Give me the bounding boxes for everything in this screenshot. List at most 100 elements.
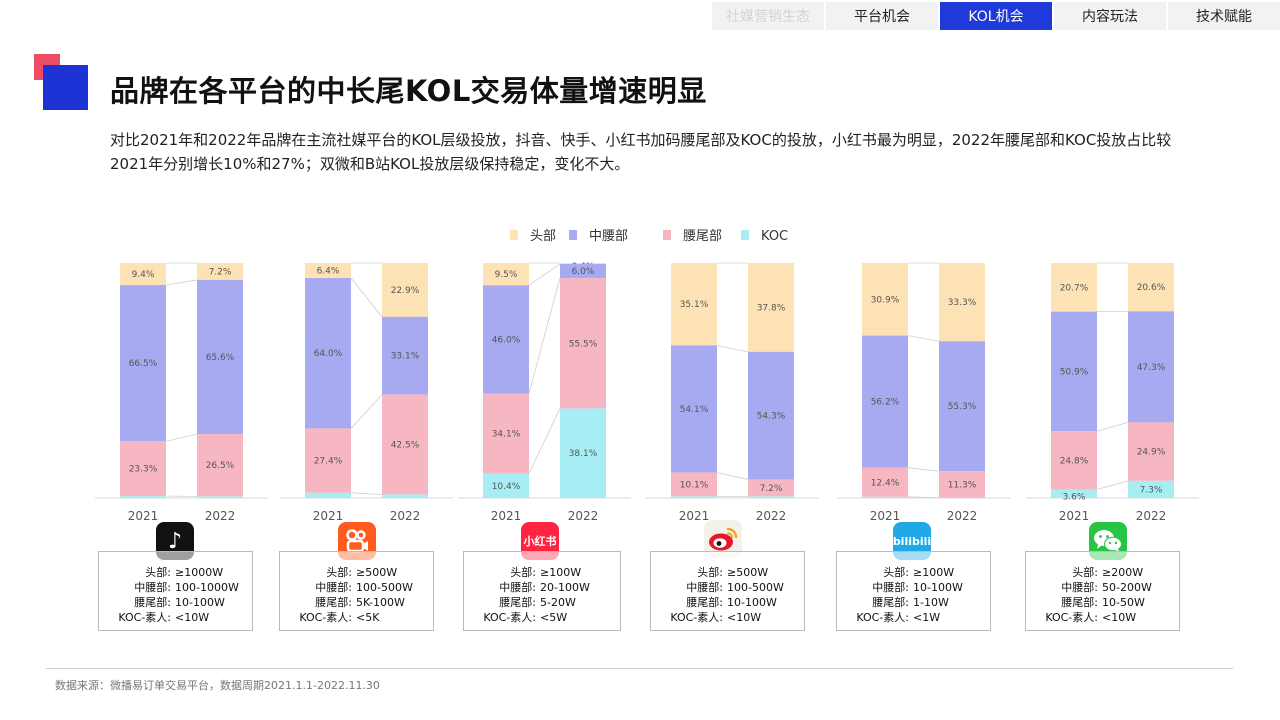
x-tick-label: 2022 (205, 509, 236, 523)
connector-line (165, 279, 198, 286)
data-label: 26.5% (206, 461, 235, 471)
tier-row: 中腰部: 20-100W (499, 581, 590, 594)
legend-koc-swatch (741, 230, 749, 240)
connector-line (350, 492, 383, 495)
data-label: 20.7% (1060, 283, 1089, 293)
data-label: 33.3% (948, 298, 977, 308)
bar-segment-1 (671, 263, 717, 346)
tier-row: 中腰部: 10-100W (872, 581, 963, 594)
tier-row: 头部: ≥100W (510, 566, 582, 579)
data-label: 47.3% (1137, 363, 1166, 373)
x-tick-label: 2021 (313, 509, 344, 523)
page-description: 对比2021年和2022年品牌在主流社媒平台的KOL层级投放，抖音、快手、小红书… (110, 131, 1172, 173)
bar-segment-4 (483, 473, 529, 498)
data-label: 33.1% (391, 352, 420, 362)
bar-segment-1 (862, 263, 908, 336)
bar-segment-1 (120, 263, 166, 286)
data-label: 20.6% (1137, 283, 1166, 293)
bar-segment-3 (939, 471, 985, 498)
bar-segment-3 (382, 394, 428, 495)
tab-tech-empower[interactable]: 技术赋能 (1168, 2, 1280, 30)
tier-row: 腰尾部: 1-10W (872, 596, 949, 609)
x-tick-label: 2021 (679, 509, 710, 523)
bar-segment-2 (120, 285, 166, 442)
data-label: 56.2% (871, 398, 900, 408)
data-label: 35.1% (680, 300, 709, 310)
data-label: 55.5% (569, 339, 598, 349)
data-label: 9.5% (495, 270, 518, 280)
connector-line (1096, 480, 1129, 490)
bar-segment-1 (1051, 263, 1097, 312)
bar-segment-4 (120, 496, 166, 498)
data-label: 64.0% (314, 349, 343, 359)
connector-line (350, 394, 383, 429)
bar-segment-4 (1128, 480, 1174, 498)
bar-segment-2 (748, 351, 794, 480)
data-label: 24.8% (1060, 456, 1089, 466)
tier-box-wechat: 头部: ≥200W 中腰部: 50-200W 腰尾部: 10-50W KOC-素人: <… (1025, 551, 1180, 631)
tab-kol-opportunity[interactable]: KOL机会 (940, 2, 1052, 30)
bar-segment-1 (748, 263, 794, 352)
tab-platform-opportunity[interactable]: 平台机会 (826, 2, 938, 30)
x-tick-label: 2021 (1059, 509, 1090, 523)
tier-row: KOC-素人: <5K (299, 611, 380, 624)
data-label: 42.5% (391, 441, 420, 451)
bar-segment-1 (197, 263, 243, 280)
tier-row: 头部: ≥500W (697, 566, 769, 579)
connector-line (907, 467, 940, 472)
bar-segment-3 (483, 393, 529, 474)
tier-box-kuaishou: 头部: ≥500W 中腰部: 100-500W 腰尾部: 5K-100W KOC-素人… (279, 551, 434, 631)
tier-row: 头部: ≥1000W (145, 566, 224, 579)
tier-row: 腰尾部: 5K-100W (315, 596, 405, 609)
bar-segment-1 (483, 263, 529, 286)
data-label: 24.9% (1137, 448, 1166, 458)
bar-segment-1 (560, 263, 606, 264)
bar-segment-2 (671, 345, 717, 473)
connector-line (716, 345, 749, 353)
data-label: 37.8% (757, 303, 786, 313)
data-label: 22.9% (391, 286, 420, 296)
tier-row: 头部: ≥100W (883, 566, 955, 579)
tier-row: 腰尾部: 5-20W (499, 596, 576, 609)
tier-box-weibo: 头部: ≥500W 中腰部: 100-500W 腰尾部: 10-100W KOC-素人… (650, 551, 805, 631)
tab-social-ecosystem[interactable]: 社媒营销生态 (712, 2, 824, 30)
tier-row: 头部: ≥200W (1072, 566, 1144, 579)
tab-content-play[interactable]: 内容玩法 (1054, 2, 1166, 30)
bar-segment-4 (748, 496, 794, 498)
tier-row: 中腰部: 100-500W (686, 581, 784, 594)
data-label: 54.3% (757, 412, 786, 422)
data-label: 7.2% (760, 484, 783, 494)
data-label: 65.6% (206, 353, 235, 363)
page-title: 品牌在各平台的中长尾KOL交易体量增速明显 (110, 74, 707, 108)
bar-segment-4 (197, 496, 243, 498)
data-label: 12.4% (871, 478, 900, 488)
x-tick-label: 2022 (390, 509, 421, 523)
bar-segment-2 (305, 278, 351, 429)
x-tick-label: 2021 (128, 509, 159, 523)
bar-segment-3 (120, 441, 166, 497)
bar-segment-2 (560, 263, 606, 279)
bar-segment-3 (197, 434, 243, 497)
tier-row: KOC-素人: <10W (670, 611, 762, 624)
data-label: 10.1% (680, 480, 709, 490)
connector-line (528, 277, 561, 394)
x-tick-label: 2022 (568, 509, 599, 523)
data-label: 6.0% (572, 267, 595, 277)
title-decoration-blue (43, 65, 88, 110)
data-label: 55.3% (948, 402, 977, 412)
tier-row: 中腰部: 50-200W (1061, 581, 1152, 594)
bar-segment-2 (1128, 311, 1174, 423)
data-label: 34.1% (492, 429, 521, 439)
legend-mid-swatch (569, 230, 577, 240)
tier-row: 腰尾部: 10-50W (1061, 596, 1145, 609)
bar-segment-1 (1128, 263, 1174, 312)
data-label: 6.4% (317, 267, 340, 277)
bar-segment-4 (382, 494, 428, 498)
legend-koc-label: KOC (761, 229, 788, 244)
x-tick-label: 2022 (756, 509, 787, 523)
data-source-note: 数据来源：微播易订单交易平台，数据周期2021.1.1-2022.11.30 (55, 679, 380, 692)
x-tick-label: 2021 (491, 509, 522, 523)
tier-row: 腰尾部: 10-100W (134, 596, 225, 609)
bar-segment-3 (748, 479, 794, 497)
legend-tail-label: 腰尾部 (683, 229, 722, 244)
